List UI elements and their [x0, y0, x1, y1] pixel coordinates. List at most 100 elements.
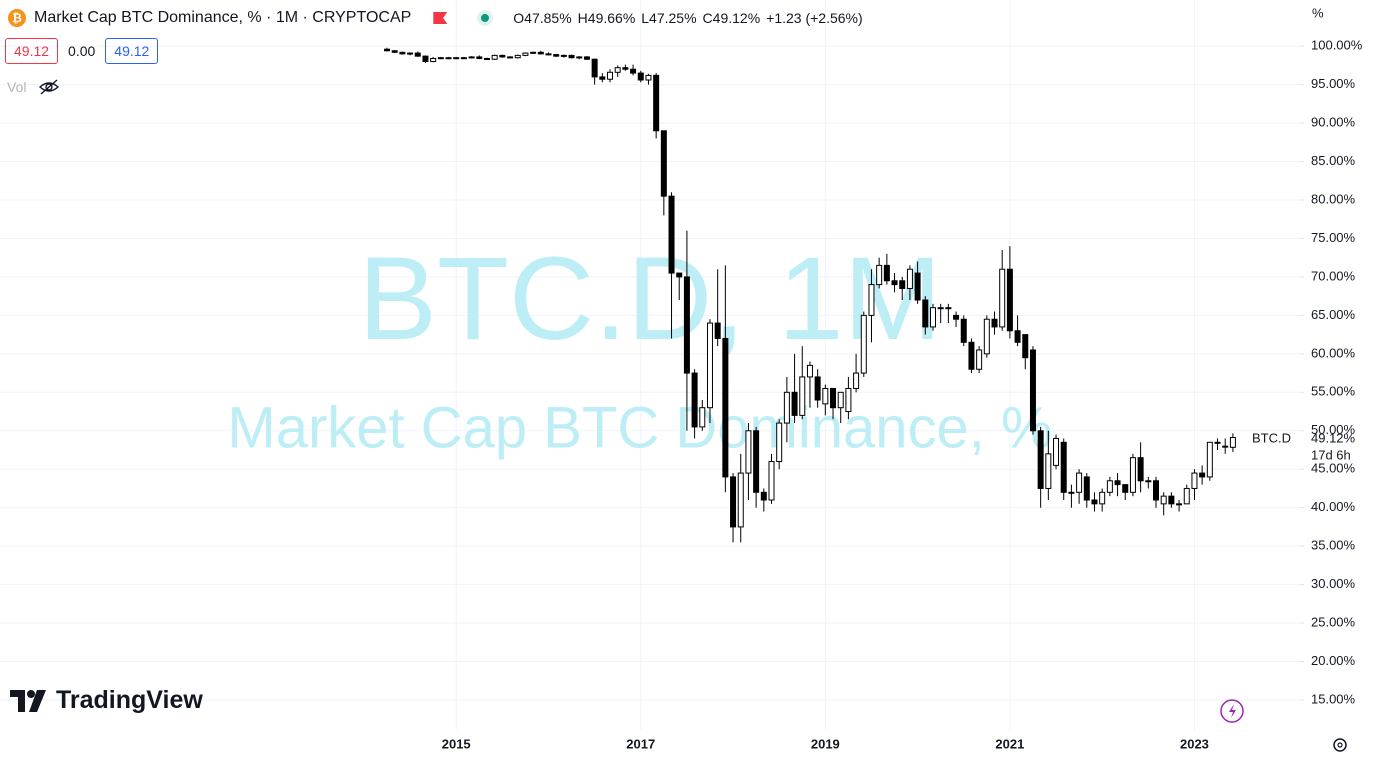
y-tick-label: 85.00%: [1311, 153, 1356, 168]
candle-body: [630, 68, 637, 74]
market-status[interactable]: [477, 10, 494, 26]
brand-name: TradingView: [56, 686, 203, 714]
y-tick-label: 25.00%: [1311, 615, 1356, 630]
y-tick-label: 90.00%: [1311, 115, 1356, 130]
candle-body: [699, 407, 706, 428]
y-tick-label: 60.00%: [1311, 345, 1356, 360]
settings-icon[interactable]: [1333, 738, 1347, 752]
candle-body: [876, 264, 883, 286]
candle-body: [868, 284, 875, 316]
candle-body: [1060, 441, 1067, 493]
candle-body: [760, 491, 767, 501]
last-price-label: 49.12%: [1311, 430, 1356, 445]
candle-body: [491, 54, 498, 60]
candle-body: [1122, 484, 1129, 493]
y-tick-label: 35.00%: [1311, 538, 1356, 553]
candle-body: [653, 74, 660, 132]
candle-body: [1083, 476, 1090, 501]
candle-body: [1076, 472, 1083, 493]
y-tick-label: 100.00%: [1311, 38, 1363, 53]
candle-body: [891, 280, 898, 286]
candle-body: [1222, 445, 1229, 448]
candle-body: [453, 57, 460, 60]
y-tick-label: 70.00%: [1311, 268, 1356, 283]
candle-body: [1053, 437, 1060, 466]
candle-body: [776, 422, 783, 463]
axes: % BTC.D 49.12% 17d 6h 15.00% 20.00% 25.00%…: [442, 5, 1364, 752]
legend-high: H49.66%: [577, 10, 636, 26]
candle-body: [468, 56, 475, 59]
candle-body: [607, 71, 614, 80]
candle-body: [437, 57, 444, 60]
y-tick-label: 55.00%: [1311, 384, 1356, 399]
candle-body: [645, 74, 652, 81]
candle-body: [806, 364, 813, 378]
candle-body: [1160, 495, 1167, 505]
candle-body: [422, 55, 429, 63]
candle-body: [860, 314, 867, 374]
hidden-eye-icon[interactable]: [38, 79, 60, 95]
candle-body: [691, 372, 698, 428]
price-label-bg: [1304, 428, 1364, 466]
candle-body: [614, 67, 621, 73]
watermark-symbol: BTC.D, 1M: [358, 233, 942, 365]
candle-body: [1029, 349, 1036, 432]
candle-body: [407, 52, 414, 55]
candle-body: [722, 337, 729, 478]
candle-body: [1191, 472, 1198, 489]
coin-icon: ₿: [8, 9, 26, 27]
candle-body: [530, 51, 537, 54]
y-tick-label: 50.00%: [1311, 422, 1356, 437]
candle-body: [560, 54, 567, 57]
candle-body: [814, 376, 821, 401]
y-tick-label: 30.00%: [1311, 576, 1356, 591]
candle-body: [637, 72, 644, 81]
candle-body: [1214, 441, 1221, 444]
candle-body: [507, 56, 514, 59]
ohlc-legend: O47.85% H49.66% L47.25% C49.12% +1.23 (+…: [513, 10, 862, 26]
watermark-description: Market Cap BTC Dominance, %: [227, 395, 1052, 460]
sell-price[interactable]: 49.12: [5, 38, 59, 64]
buy-price[interactable]: 49.12: [105, 38, 159, 64]
candle-body: [853, 372, 860, 389]
y-tick-label: 15.00%: [1311, 691, 1356, 706]
candle-body: [660, 130, 667, 197]
candle-body: [583, 56, 590, 60]
legend-change: +1.23 (+2.56%): [766, 10, 863, 26]
candle-body: [768, 461, 775, 501]
candle-body: [1114, 480, 1121, 486]
candle-body: [830, 387, 837, 409]
settings-icon-center: [1337, 742, 1343, 748]
candle-body: [899, 280, 906, 289]
candle-body: [799, 376, 806, 416]
candle-body: [1045, 453, 1052, 489]
y-tick-label: 40.00%: [1311, 499, 1356, 514]
y-tick-label: 45.00%: [1311, 461, 1356, 476]
symbol-label: BTC.D: [1252, 430, 1291, 445]
candle-body: [914, 272, 921, 301]
candle-body: [1006, 268, 1013, 332]
chart-title[interactable]: Market Cap BTC Dominance, % · 1M · CRYPT…: [34, 9, 412, 26]
candle-body: [399, 51, 406, 55]
candle-body: [968, 341, 975, 370]
candle-body: [960, 318, 967, 343]
candle-body: [945, 307, 952, 310]
flag-icon[interactable]: [433, 12, 448, 24]
candle-body: [537, 51, 544, 55]
candle-body: [1199, 472, 1206, 478]
candle-body: [1106, 480, 1113, 493]
x-tick-label: 2019: [811, 736, 840, 751]
candle-body: [1022, 334, 1029, 359]
candle-body: [460, 57, 467, 60]
candle-body: [822, 387, 829, 405]
candle-body: [783, 391, 790, 424]
candle-body: [837, 391, 844, 409]
brand-icon: [10, 689, 46, 712]
candle-body: [983, 318, 990, 355]
candle-body: [906, 268, 913, 289]
candle-body: [1206, 441, 1213, 478]
lightning-icon[interactable]: [1220, 699, 1244, 723]
candle-body: [791, 391, 798, 416]
